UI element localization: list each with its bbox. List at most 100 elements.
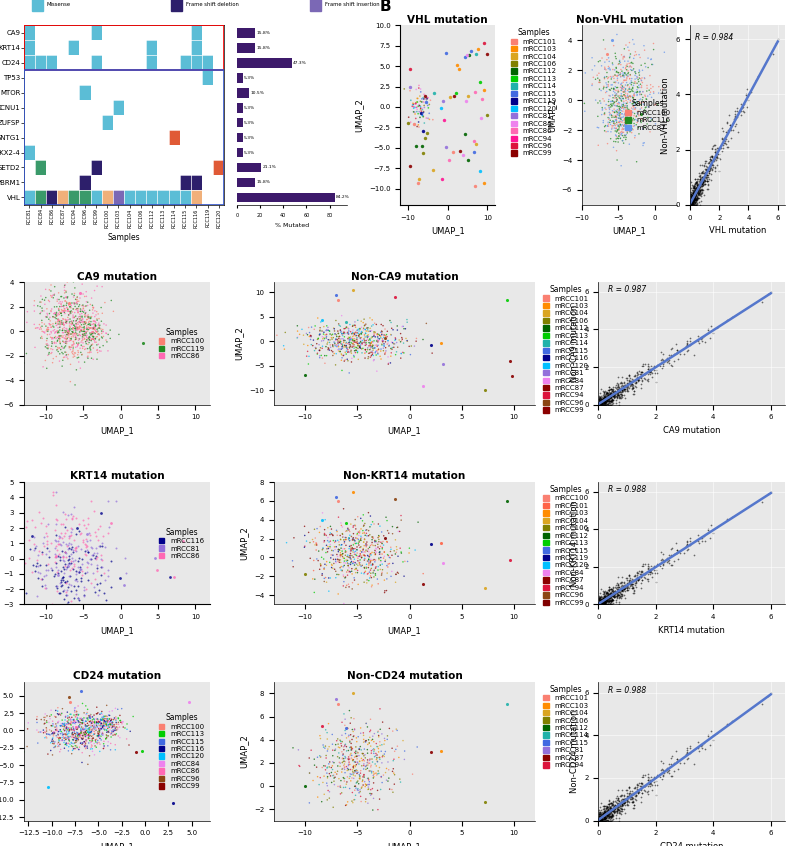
Point: [644, 567, 657, 580]
Point: [593, 810, 606, 824]
Point: [602, 593, 615, 607]
Point: [706, 157, 718, 171]
Point: [707, 160, 720, 173]
Point: [610, 792, 623, 805]
Point: [373, 529, 385, 542]
Point: [359, 346, 372, 360]
Point: [76, 728, 89, 742]
Point: [607, 803, 620, 816]
Point: [364, 338, 377, 352]
Point: [322, 530, 335, 544]
Point: [606, 389, 619, 403]
Point: [619, 379, 631, 393]
Point: [48, 741, 60, 755]
Point: [609, 587, 622, 601]
Point: [612, 385, 625, 398]
Point: [699, 167, 711, 180]
Point: [615, 798, 628, 811]
Point: [323, 585, 335, 598]
Point: [644, 88, 657, 102]
Point: [90, 322, 103, 336]
Point: [334, 546, 347, 559]
Point: [59, 349, 72, 362]
Point: [589, 73, 602, 86]
Point: [60, 337, 73, 350]
Point: [54, 708, 67, 722]
Point: [701, 161, 714, 174]
Point: [627, 79, 640, 92]
Point: [358, 735, 370, 749]
Point: [596, 810, 608, 824]
Point: [360, 778, 373, 792]
Point: [648, 366, 661, 380]
Point: [346, 541, 358, 555]
Point: [416, 379, 429, 393]
Point: [688, 197, 701, 211]
Point: [349, 319, 362, 332]
Point: [639, 105, 652, 118]
Point: [345, 747, 358, 761]
Point: [75, 736, 87, 750]
Point: [71, 304, 84, 317]
Point: [59, 469, 72, 482]
Point: [77, 302, 90, 316]
Point: [623, 82, 635, 96]
Point: [611, 585, 624, 599]
Point: [109, 713, 122, 727]
Point: [706, 162, 718, 176]
Point: [689, 194, 702, 207]
Point: [643, 362, 656, 376]
Point: [611, 587, 624, 601]
Point: [615, 99, 628, 113]
Point: [593, 397, 606, 410]
Point: [355, 530, 368, 544]
Point: [688, 188, 701, 201]
Point: [688, 190, 700, 203]
Point: [608, 388, 621, 402]
Point: [77, 722, 90, 735]
Point: [685, 187, 698, 201]
Point: [372, 745, 385, 759]
Point: [95, 713, 108, 727]
Point: [602, 387, 615, 401]
Point: [370, 345, 382, 359]
Point: [41, 558, 54, 571]
Point: [50, 729, 63, 743]
Point: [358, 749, 370, 762]
Point: [593, 73, 606, 86]
Point: [358, 768, 370, 782]
Point: [628, 387, 641, 400]
Point: [613, 395, 626, 409]
Point: [328, 322, 341, 336]
Point: [75, 736, 87, 750]
Point: [689, 184, 702, 198]
Point: [44, 314, 56, 327]
Point: [90, 312, 103, 326]
Point: [373, 766, 385, 780]
Point: [346, 543, 358, 557]
Point: [611, 93, 624, 107]
Point: [592, 396, 605, 409]
Point: [600, 810, 612, 824]
Point: [687, 195, 699, 208]
Bar: [237, 193, 335, 202]
Point: [101, 710, 113, 723]
Point: [343, 531, 355, 545]
Point: [685, 195, 698, 208]
Point: [57, 730, 70, 744]
Point: [595, 596, 607, 610]
Point: [611, 382, 624, 396]
Point: [643, 365, 656, 378]
Point: [50, 307, 63, 321]
Point: [336, 342, 349, 355]
Point: [336, 762, 349, 776]
Point: [598, 591, 611, 605]
Point: [684, 198, 696, 212]
Point: [633, 779, 646, 793]
Point: [600, 594, 613, 607]
Point: [596, 597, 608, 611]
Point: [124, 724, 136, 738]
Point: [668, 547, 680, 560]
Point: [607, 393, 619, 407]
Point: [657, 347, 669, 360]
